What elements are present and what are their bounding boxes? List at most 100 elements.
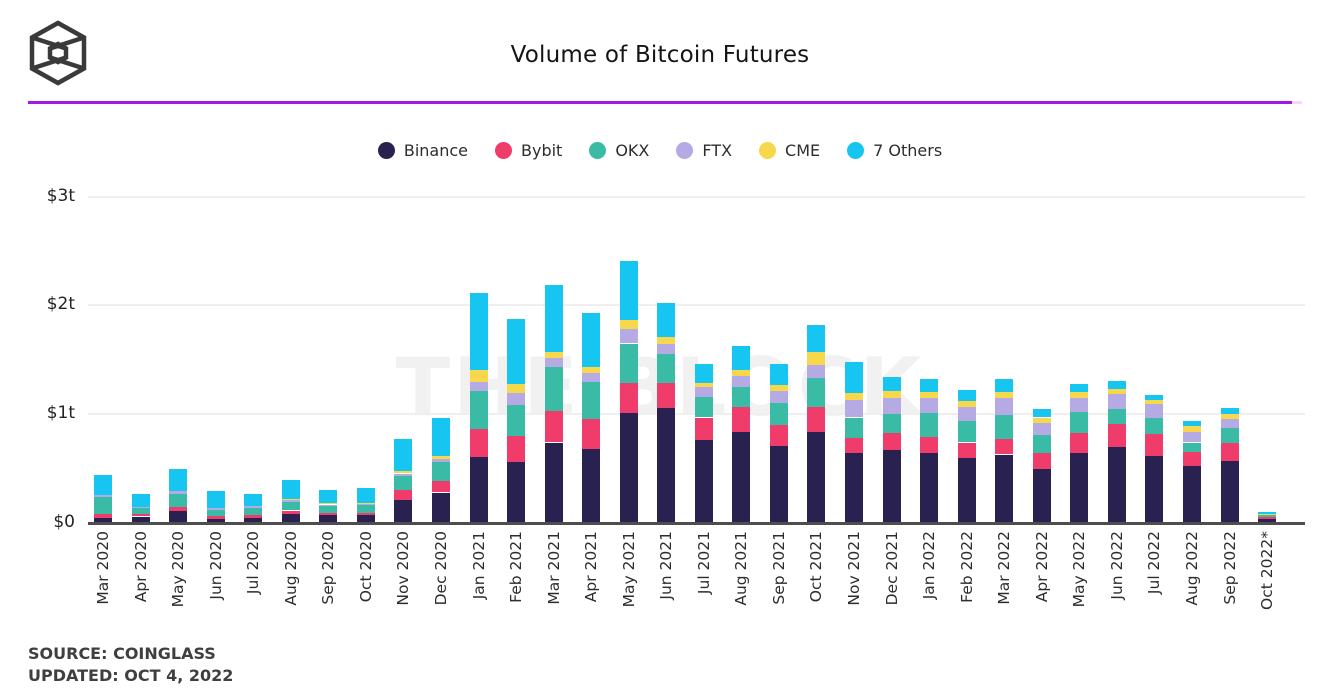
bar-segment — [732, 376, 751, 387]
legend-label: Bybit — [521, 141, 563, 160]
x-axis-label: Nov 2021 — [845, 531, 863, 606]
bar-segment — [1182, 431, 1201, 443]
bar-segment — [657, 407, 676, 523]
bar-segment — [582, 366, 601, 374]
legend-label: OKX — [615, 141, 650, 160]
bar-segment — [244, 517, 263, 523]
bar-segment — [507, 393, 525, 405]
bar-segment — [1258, 515, 1276, 517]
bar-segment — [732, 387, 751, 407]
x-axis-line — [88, 521, 1305, 525]
bar-segment — [319, 490, 338, 504]
bar-segment — [1182, 452, 1201, 467]
bar-segment — [957, 420, 976, 443]
bar-segment — [807, 378, 826, 407]
bar-segment — [882, 377, 901, 392]
bar-segment — [845, 438, 863, 454]
bar-segment — [995, 454, 1014, 523]
bar-segment — [469, 429, 488, 457]
bar-segment — [1070, 397, 1089, 412]
x-axis-label: Apr 2022 — [1032, 531, 1051, 603]
bar-segment — [920, 378, 939, 392]
bar-segment — [657, 354, 676, 383]
bar-segment — [582, 382, 601, 420]
x-axis-label: Dec 2020 — [431, 531, 450, 606]
legend-dot-icon — [676, 142, 694, 159]
bar-segment — [544, 442, 563, 523]
legend-item-binance: Binance — [377, 141, 468, 160]
bar-segment — [769, 391, 788, 404]
bar-segment — [356, 505, 375, 513]
bar-segment — [769, 445, 788, 523]
bar-segment — [619, 329, 638, 344]
x-axis-label: Apr 2021 — [582, 531, 601, 603]
footer-source: SOURCE: COINGLASS — [28, 644, 216, 663]
bar-segment — [544, 352, 563, 358]
bar-segment — [169, 493, 188, 507]
bar-segment — [319, 505, 338, 513]
y-axis-tick-label: $0 — [53, 512, 75, 532]
bar-segment — [882, 413, 901, 434]
bar-segment — [995, 378, 1014, 392]
bar-segment — [94, 517, 112, 523]
header-divider — [28, 101, 1292, 104]
bar-segment — [1070, 383, 1089, 393]
bar-segment — [732, 369, 751, 377]
x-axis-label: Jul 2022 — [1145, 531, 1164, 595]
bar-segment — [1182, 466, 1201, 523]
bar-segment — [1258, 518, 1276, 523]
bar-segment — [1107, 424, 1126, 447]
bar-segment — [769, 384, 788, 392]
bar-segment — [1220, 443, 1239, 461]
bar-segment — [807, 406, 826, 432]
x-axis-label: Sep 2021 — [769, 531, 788, 605]
bar-segment — [995, 415, 1014, 440]
x-axis-label: Nov 2020 — [394, 531, 413, 606]
bar-segment — [807, 325, 826, 353]
bar-segment — [769, 425, 788, 446]
gridline-2t — [88, 304, 1305, 307]
x-axis-label: Mar 2022 — [995, 531, 1014, 605]
bar-segment — [131, 493, 150, 507]
bar-segment — [431, 462, 450, 482]
bar-segment — [732, 345, 751, 370]
bar-segment — [169, 468, 188, 492]
legend-dot-icon — [589, 142, 607, 159]
bar-segment — [957, 406, 976, 421]
bar-segment — [845, 417, 863, 439]
bar-segment — [1145, 395, 1164, 400]
bar-segment — [394, 470, 413, 474]
bar-segment — [1145, 418, 1164, 434]
bar-segment — [244, 515, 263, 518]
bar-segment — [694, 396, 713, 418]
bar-segment — [1145, 433, 1164, 456]
bar-segment — [1145, 455, 1164, 523]
bar-segment — [394, 490, 413, 501]
legend-item-bybit: Bybit — [495, 141, 562, 160]
x-axis-label: May 2021 — [619, 531, 638, 608]
bar-segment — [995, 391, 1014, 398]
bar-segment — [694, 440, 713, 523]
x-axis-label: Jun 2021 — [657, 531, 676, 600]
x-axis-label: May 2020 — [169, 531, 188, 608]
bar-segment — [206, 507, 225, 510]
bar-segment — [169, 491, 188, 494]
bar-segment — [169, 506, 188, 512]
x-axis-label: Jun 2022 — [1107, 531, 1126, 600]
bar-segment — [281, 501, 300, 511]
bar-segment — [845, 400, 863, 418]
x-axis-label: Mar 2021 — [544, 531, 563, 605]
legend-item-okx: OKX — [589, 141, 649, 160]
bar-segment — [319, 503, 338, 505]
x-axis-label: Sep 2020 — [319, 531, 338, 605]
x-axis-label: Aug 2021 — [732, 531, 751, 606]
bar-segment — [356, 488, 375, 503]
bar-segment — [1182, 426, 1201, 432]
bar-segment — [131, 514, 150, 517]
bar-segment — [995, 397, 1014, 416]
bar-segment — [206, 491, 225, 508]
bar-segment — [1220, 419, 1239, 428]
legend-dot-icon — [377, 142, 395, 159]
legend-dot-icon — [495, 142, 512, 159]
